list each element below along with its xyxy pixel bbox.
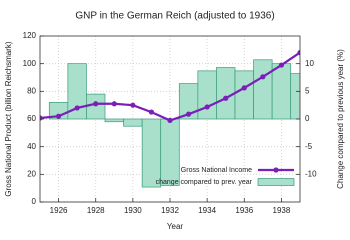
line-point [74, 105, 80, 111]
bar [160, 118, 180, 186]
y2-tick-label: 5 [305, 86, 310, 95]
line-point [223, 95, 229, 101]
y2-tick-label: -5 [305, 142, 313, 151]
line-point [167, 117, 173, 123]
bar [197, 70, 217, 120]
bar [216, 67, 236, 120]
x-tick-label: 1926 [50, 206, 68, 215]
line-point [241, 85, 247, 91]
line-point [55, 113, 62, 119]
line-point [297, 50, 300, 56]
y2-tick-label: -10 [305, 169, 317, 178]
bar [104, 118, 124, 123]
bar [271, 63, 292, 120]
bar [253, 59, 273, 120]
y2-tick-label: 10 [305, 59, 314, 68]
bar [141, 118, 162, 188]
legend-swatch [257, 178, 295, 186]
line-point [130, 102, 136, 108]
x-tick-label: 1932 [161, 206, 179, 215]
x-tick-label: 1936 [235, 206, 253, 215]
line-point [148, 109, 155, 115]
chart-title: GNP in the German Reich (adjusted to 193… [75, 11, 274, 22]
line-point [111, 101, 117, 107]
axes: 0 20 40 60 80 100 120 -10 -5 0 5 10 1926 1928 1930 1932… [23, 31, 317, 215]
x-tick-label: 1928 [87, 206, 105, 215]
y2-tick-label: 0 [305, 114, 310, 123]
bar [123, 118, 143, 127]
bar [86, 93, 106, 120]
line-point [93, 101, 99, 107]
legend-swatch [273, 167, 279, 173]
line-point [204, 104, 210, 110]
plot [40, 50, 300, 188]
bar [67, 63, 87, 120]
y-tick-label: 100 [23, 59, 37, 68]
chart: GNP in the German Reich (adjusted to 193… [4, 11, 345, 231]
y-axis-label: Gross National Product (billion Reichsma… [4, 41, 13, 197]
y-tick-label: 20 [27, 169, 36, 178]
line-point [260, 74, 266, 80]
x-tick-label: 1930 [124, 206, 142, 215]
bar [234, 70, 254, 120]
line-point [278, 62, 285, 68]
y-tick-label: 60 [27, 114, 36, 123]
x-axis-label: Year [167, 222, 184, 231]
legend-label: change compared to prev. year [156, 179, 253, 186]
legend-label: Gross National Income [181, 167, 252, 174]
legend: Gross National Income change compared to … [156, 167, 295, 186]
bar [290, 73, 300, 120]
y-tick-label: 40 [27, 142, 36, 151]
y-tick-label: 120 [23, 31, 37, 40]
x-tick-label: 1938 [273, 206, 291, 215]
x-tick-label: 1934 [198, 206, 216, 215]
line-point [185, 111, 192, 117]
y2-axis-label: Change compared to previous year (%) [336, 49, 345, 189]
y-tick-label: 0 [32, 197, 37, 206]
y-tick-label: 80 [27, 86, 36, 95]
